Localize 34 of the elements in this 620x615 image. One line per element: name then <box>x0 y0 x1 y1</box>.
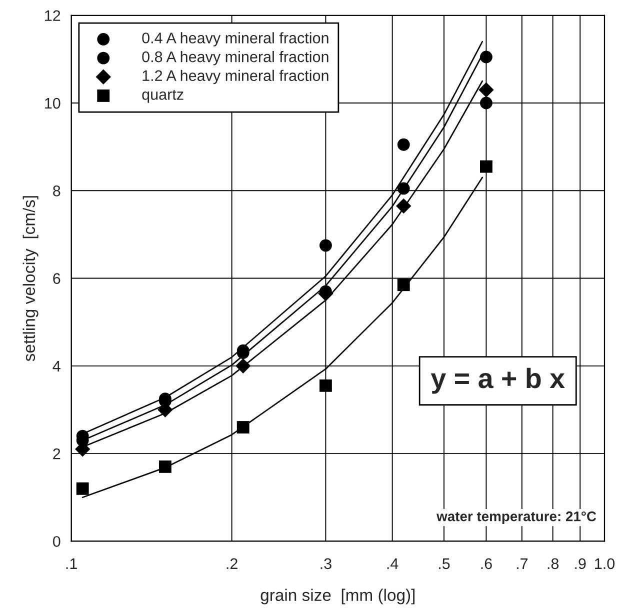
point <box>319 239 332 252</box>
point <box>76 482 89 495</box>
y-tick-label: 6 <box>53 273 60 284</box>
y-tick-label: 2 <box>53 448 60 460</box>
x-tick-label: .2 <box>226 558 238 569</box>
legend-label: 0.4 A heavy mineral fraction <box>142 32 328 46</box>
point <box>236 421 250 434</box>
x-tick-label: .1 <box>66 558 77 569</box>
annotation: y = a + b x <box>430 368 565 394</box>
y-tick-label: 10 <box>45 98 60 109</box>
y-axis-title: settling velocity [cm/s] <box>22 196 38 362</box>
y-tick-label: 0 <box>52 536 60 547</box>
point <box>480 160 492 173</box>
point <box>480 96 492 110</box>
y-tick-label: 4 <box>52 360 60 372</box>
x-tick-label: .7 <box>516 558 528 569</box>
x-axis-title: grain size [mm (log)] <box>260 588 415 604</box>
x-tick-label: .8 <box>548 558 559 570</box>
point <box>236 358 251 374</box>
point <box>480 50 492 64</box>
point <box>319 379 332 392</box>
x-tick-label: .9 <box>575 558 586 570</box>
legend-label: 0.8 A heavy mineral fraction <box>142 51 328 66</box>
x-tick-label: .6 <box>481 558 492 570</box>
point <box>478 82 494 98</box>
x-tick-label: .3 <box>320 558 332 570</box>
x-tick-label: 1.0 <box>595 558 615 570</box>
annotation: water temperature: 21°C <box>436 511 596 524</box>
y-tick-label: 8 <box>53 186 60 196</box>
x-tick-label: .4 <box>387 558 398 569</box>
x-tick-label: .5 <box>439 558 450 570</box>
legend-label: 1.2 A heavy mineral fraction <box>142 70 328 84</box>
y-tick-label: 12 <box>45 10 60 21</box>
legend-label: quartz <box>142 90 184 103</box>
